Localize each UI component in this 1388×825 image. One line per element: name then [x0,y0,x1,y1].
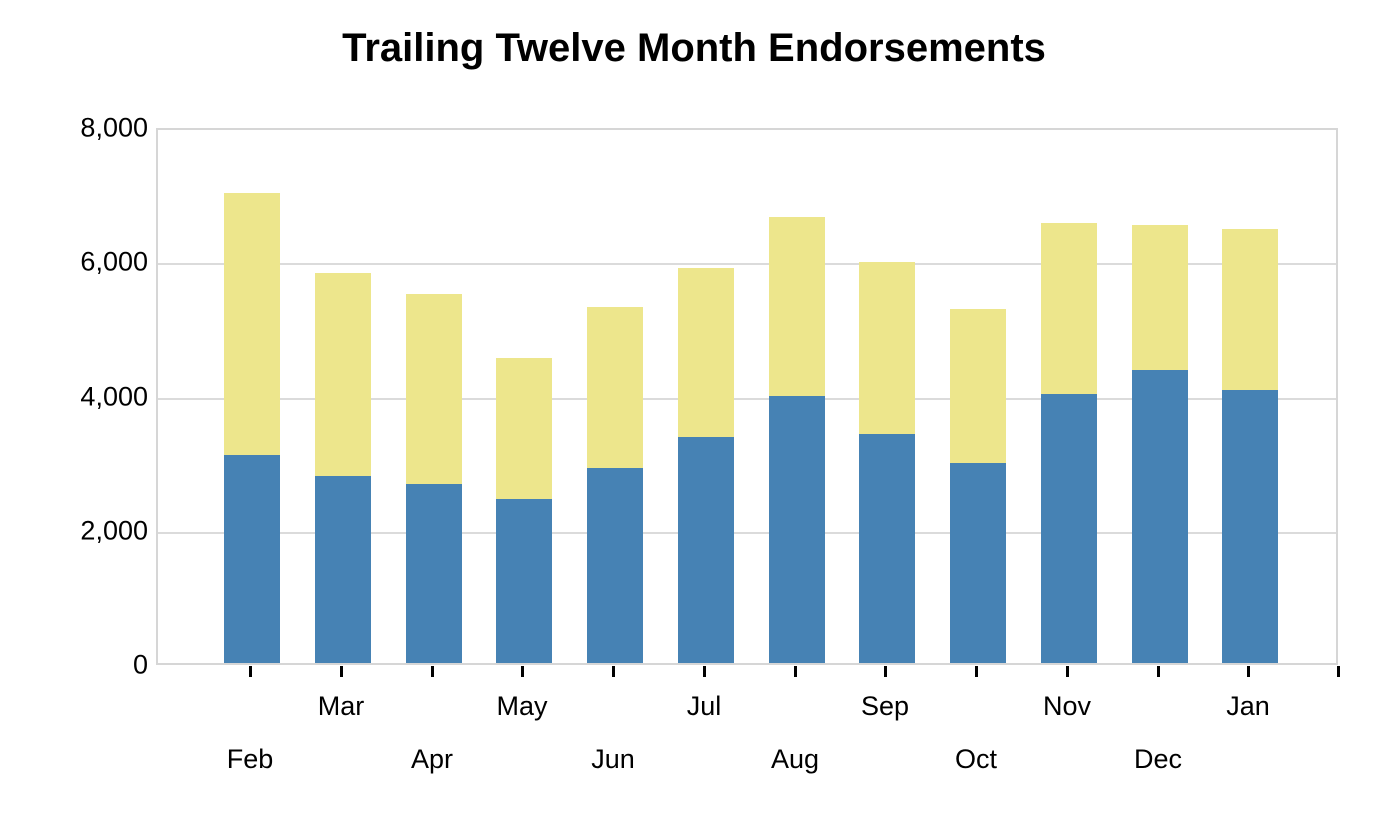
bar-jul [678,268,734,663]
bar-aug [769,217,825,663]
bar-jul-blue-segment [678,437,734,663]
x-axis-tick-feb [249,666,252,677]
bar-mar-yellow-segment [315,273,371,476]
x-axis-tick-may [521,666,524,677]
bar-may [496,358,552,663]
bar-sep-yellow-segment [859,262,915,434]
bar-jan-yellow-segment [1222,229,1278,390]
x-axis-label-feb: Feb [226,744,274,774]
x-axis-tick-dec [1157,666,1160,677]
bar-nov-yellow-segment [1041,223,1097,394]
x-axis-tick-apr [431,666,434,677]
y-axis-label-4000: 4,000 [80,381,148,411]
x-axis-tick-oct [975,666,978,677]
bar-jul-yellow-segment [678,268,734,437]
y-axis-label-8000: 8,000 [80,112,148,143]
x-axis-tick-sep [884,666,887,677]
x-axis-label-jul: Jul [686,691,722,721]
bar-apr-yellow-segment [406,294,462,484]
x-axis-tick-jul [703,666,706,677]
bar-jan [1222,229,1278,663]
bar-oct-blue-segment [950,463,1006,663]
bar-dec-blue-segment [1132,370,1188,663]
x-axis-label-jun: Jun [591,744,635,774]
x-axis-tick-aug [794,666,797,677]
bar-sep [859,262,915,663]
x-axis-tick-jan [1247,666,1250,677]
x-axis-tick-end [1337,666,1340,677]
chart-title: Trailing Twelve Month Endorsements [342,26,1046,70]
bar-aug-blue-segment [769,396,825,663]
x-axis-tick-jun [612,666,615,677]
bar-dec-yellow-segment [1132,225,1188,370]
bar-oct [950,309,1006,663]
x-axis-label-mar: Mar [317,691,365,721]
bar-jan-blue-segment [1222,390,1278,663]
bar-nov [1041,223,1097,663]
gridline-2000 [158,531,1336,534]
y-axis-label-6000: 6,000 [80,246,148,277]
bar-may-yellow-segment [496,358,552,499]
bar-jun-yellow-segment [587,307,643,468]
bar-mar-blue-segment [315,476,371,663]
bar-mar [315,273,371,663]
x-axis-label-dec: Dec [1133,744,1183,774]
bar-jun [587,307,643,663]
x-axis-label-may: May [496,691,548,721]
x-axis-label-oct: Oct [954,744,998,774]
plot-area [156,128,1338,665]
bar-sep-blue-segment [859,434,915,663]
x-axis-tick-nov [1066,666,1069,677]
x-axis-label-jan: Jan [1226,691,1270,721]
x-axis-tick-mar [340,666,343,677]
bar-apr-blue-segment [406,484,462,663]
x-axis-label-sep: Sep [860,691,910,721]
x-axis-label-apr: Apr [410,744,454,774]
bar-jun-blue-segment [587,468,643,663]
bar-feb-blue-segment [224,455,280,663]
bar-aug-yellow-segment [769,217,825,396]
y-axis-label-0: 0 [132,649,148,680]
bar-dec [1132,225,1188,663]
bar-nov-blue-segment [1041,394,1097,663]
gridline-4000 [158,397,1336,400]
bar-feb [224,193,280,663]
bar-oct-yellow-segment [950,309,1006,463]
x-axis-label-aug: Aug [770,744,820,774]
bar-apr [406,294,462,663]
bar-feb-yellow-segment [224,193,280,455]
bar-may-blue-segment [496,499,552,663]
gridline-6000 [158,263,1336,266]
x-axis-label-nov: Nov [1042,691,1092,721]
y-axis-label-2000: 2,000 [80,515,148,546]
